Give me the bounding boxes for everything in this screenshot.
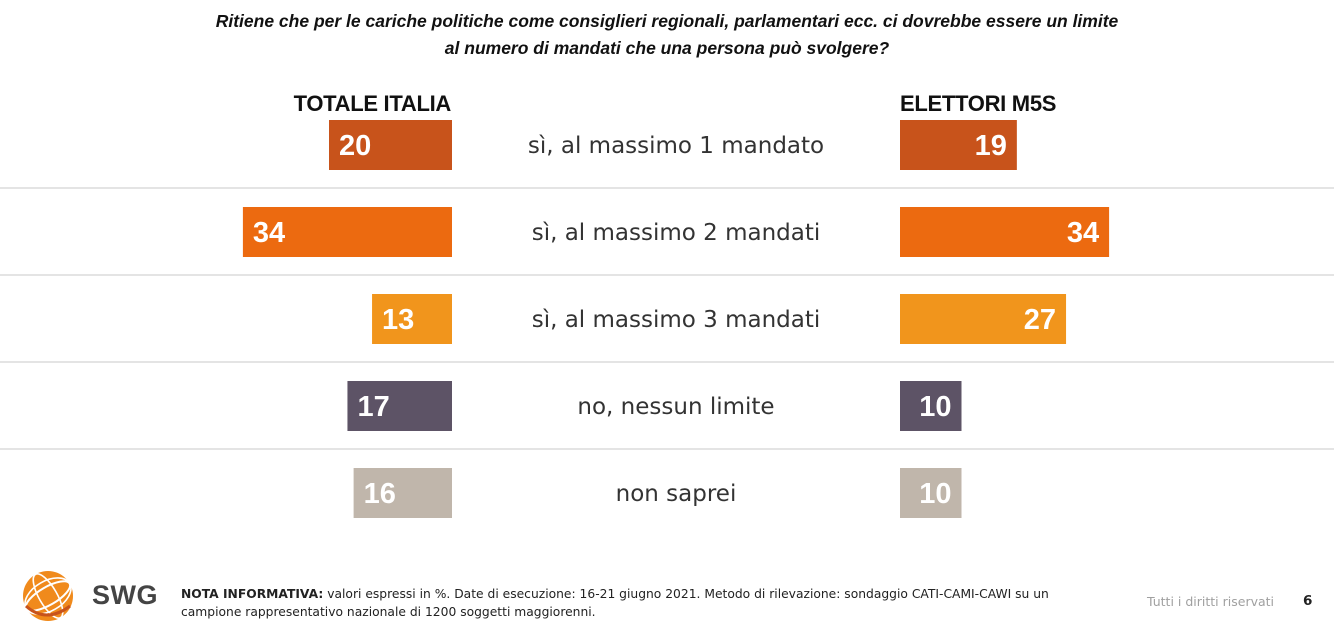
data-label-elettori-m5s: 34 bbox=[1067, 217, 1099, 249]
data-label-elettori-m5s: 10 bbox=[919, 391, 951, 423]
globe-icon bbox=[23, 571, 73, 621]
logo-wordmark: SWG bbox=[92, 580, 158, 610]
category-label: non saprei bbox=[616, 481, 737, 507]
bar-elettori-m5s bbox=[900, 120, 1017, 170]
bar-totale-italia bbox=[372, 294, 452, 344]
data-label-totale-italia: 13 bbox=[382, 304, 414, 336]
survey-question: Ritiene che per le cariche politiche com… bbox=[0, 8, 1334, 62]
note-text: valori espressi in %. Date di esecuzione… bbox=[181, 587, 1049, 619]
bar-totale-italia bbox=[347, 381, 452, 431]
data-label-totale-italia: 20 bbox=[339, 130, 371, 162]
data-label-totale-italia: 16 bbox=[364, 478, 396, 510]
data-label-totale-italia: 34 bbox=[253, 217, 285, 249]
bar-elettori-m5s bbox=[900, 468, 962, 518]
series-header-elettori-m5s: ELETTORI M5S bbox=[900, 91, 1057, 116]
data-label-elettori-m5s: 19 bbox=[975, 130, 1007, 162]
category-label: sì, al massimo 2 mandati bbox=[532, 220, 821, 246]
swg-logo: SWG bbox=[12, 566, 162, 626]
bar-totale-italia bbox=[329, 120, 452, 170]
data-label-elettori-m5s: 10 bbox=[919, 478, 951, 510]
category-label: sì, al massimo 1 mandato bbox=[528, 133, 824, 159]
bar-elettori-m5s bbox=[900, 381, 962, 431]
question-line-1: Ritiene che per le cariche politiche com… bbox=[215, 11, 1119, 31]
bar-elettori-m5s bbox=[900, 207, 1110, 257]
bar-totale-italia bbox=[353, 468, 452, 518]
category-label: no, nessun limite bbox=[577, 394, 774, 420]
bar-totale-italia bbox=[242, 207, 452, 257]
series-header-totale-italia: TOTALE ITALIA bbox=[293, 91, 452, 116]
category-label: sì, al massimo 3 mandati bbox=[532, 307, 821, 333]
copyright-text: Tutti i diritti riservati bbox=[1147, 594, 1275, 609]
data-label-elettori-m5s: 27 bbox=[1024, 304, 1056, 336]
page-number: 6 bbox=[1303, 593, 1313, 609]
question-line-2: al numero di mandati che una persona può… bbox=[444, 38, 890, 58]
data-label-totale-italia: 17 bbox=[357, 391, 389, 423]
methodology-note: NOTA INFORMATIVA: valori espressi in %. … bbox=[181, 585, 1081, 621]
butterfly-bar-chart: 20 19 sì, al massimo 1 mandato 34 34 sì, al m… bbox=[0, 120, 1334, 518]
note-label: NOTA INFORMATIVA: bbox=[181, 587, 324, 601]
bar-elettori-m5s bbox=[900, 294, 1067, 344]
